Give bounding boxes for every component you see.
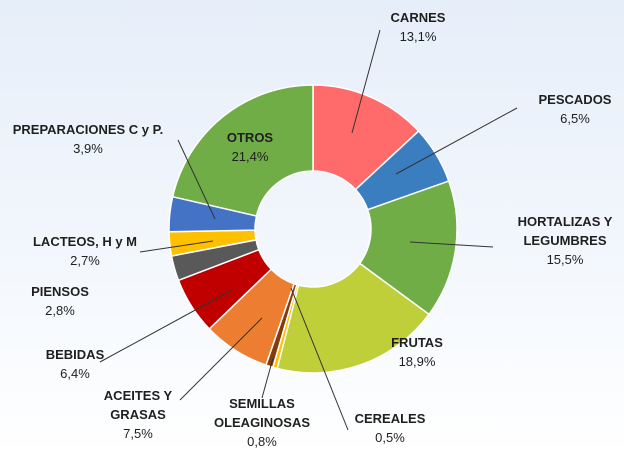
value-label: 3,9% — [73, 141, 103, 156]
leader-line — [409, 241, 494, 248]
leader-line — [177, 139, 216, 220]
value-label: 2,8% — [45, 303, 75, 318]
value-label: 6,4% — [60, 366, 90, 381]
donut-slice — [171, 84, 314, 217]
category-label: HORTALIZAS Y LEGUMBRES — [517, 214, 613, 248]
category-label: BEBIDAS — [45, 347, 105, 362]
value-label: 21,4% — [231, 149, 269, 164]
slice-label: SEMILLAS OLEAGINOSAS 0,8% — [207, 394, 317, 451]
category-label: PESCADOS — [538, 92, 612, 107]
leader-line — [99, 289, 233, 363]
value-label: 13,1% — [399, 29, 437, 44]
value-label: 7,5% — [123, 426, 153, 441]
value-label: 0,8% — [247, 434, 277, 449]
category-label: LACTEOS, H y M — [32, 234, 137, 249]
slice-label: ACEITES Y GRASAS 7,5% — [93, 386, 183, 443]
slice-label: PIENSOS 2,8% — [0, 282, 135, 320]
slice-label: HORTALIZAS Y LEGUMBRES 15,5% — [510, 212, 620, 269]
slice-label: PESCADOS 6,5% — [500, 90, 624, 128]
leader-line — [261, 357, 274, 399]
category-label: PREPARACIONES C y P. — [12, 122, 164, 137]
leader-line — [139, 240, 214, 253]
leader-line — [395, 107, 518, 175]
leader-line — [351, 29, 381, 134]
leader-line — [179, 317, 263, 401]
leader-line — [290, 287, 349, 431]
value-label: 0,5% — [375, 430, 405, 445]
category-label: ACEITES Y GRASAS — [103, 388, 173, 422]
category-label: FRUTAS — [391, 335, 443, 350]
value-label: 2,7% — [70, 253, 100, 268]
category-label: SEMILLAS OLEAGINOSAS — [213, 396, 311, 430]
category-label: CARNES — [390, 10, 446, 25]
slice-label: BEBIDAS 6,4% — [0, 345, 150, 383]
slice-label: PREPARACIONES C y P. 3,9% — [0, 120, 178, 158]
slice-label: CARNES 13,1% — [343, 8, 493, 46]
slice-label: FRUTAS 18,9% — [342, 333, 492, 371]
slice-label: CEREALES 0,5% — [315, 409, 465, 447]
value-label: 15,5% — [546, 252, 584, 267]
category-label: PIENSOS — [31, 284, 89, 299]
donut-slice — [276, 262, 431, 374]
slice-label: LACTEOS, H y M 2,7% — [5, 232, 165, 270]
slice-label: OTROS 21,4% — [175, 128, 325, 166]
category-label: OTROS — [226, 130, 274, 145]
value-label: 18,9% — [398, 354, 436, 369]
value-label: 6,5% — [560, 111, 590, 126]
category-label: CEREALES — [354, 411, 426, 426]
